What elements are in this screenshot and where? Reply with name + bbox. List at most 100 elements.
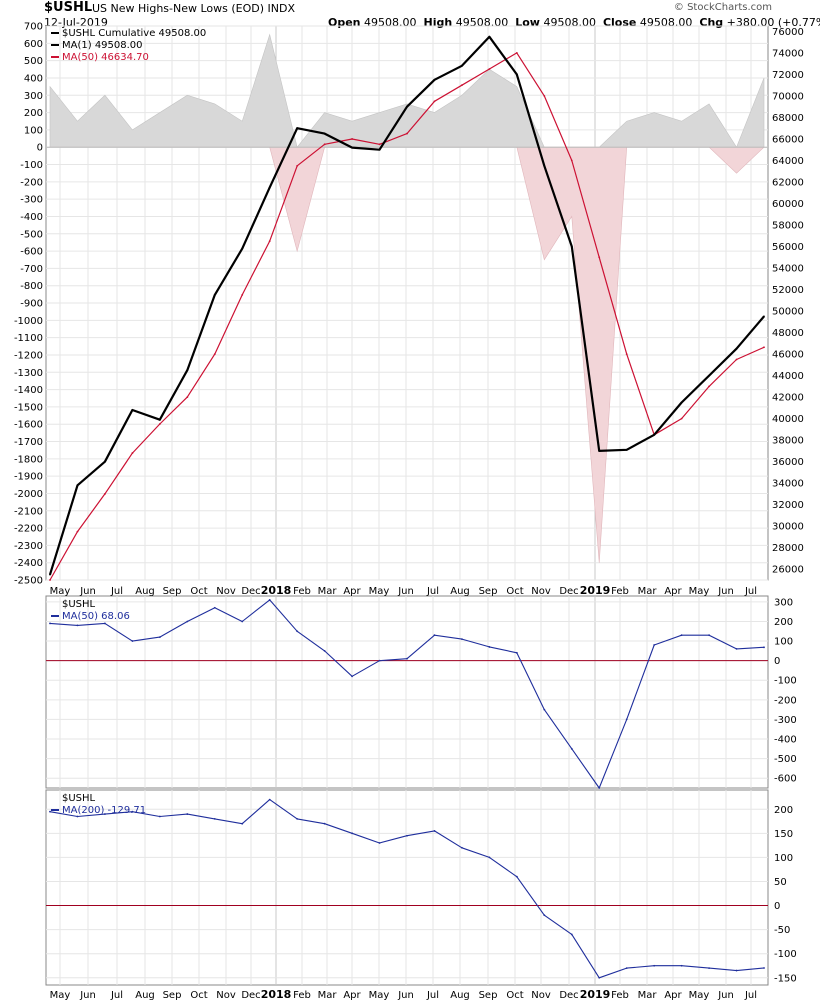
panel2-ma50-line-point — [680, 634, 683, 637]
cumulative-line-point — [570, 245, 573, 248]
cumulative-line-point — [625, 448, 628, 451]
panel3-ma200-line-point — [653, 964, 656, 967]
bottom-month-label: Sep — [163, 990, 182, 1000]
right-axis-tick: 40000 — [772, 414, 804, 425]
right-axis-tick: 38000 — [772, 436, 804, 447]
legend-entry: $USHL Cumulative 49508.00 — [62, 28, 206, 39]
panel3-ma200-line-point — [461, 846, 463, 849]
panel2-ma50-line-point — [296, 630, 299, 633]
right-axis-tick: 32000 — [772, 500, 804, 511]
cumulative-line-point — [213, 294, 216, 296]
panel3-legend-title: $USHL — [62, 793, 96, 804]
ma50-line-point — [104, 493, 106, 495]
left-axis-tick: -1700 — [14, 437, 43, 448]
right-axis-tick: 74000 — [772, 48, 804, 59]
histogram-positive — [49, 33, 765, 148]
ma50-line-point — [131, 452, 134, 454]
panel2-axis-tick: 100 — [774, 637, 793, 648]
right-axis-tick: 48000 — [772, 328, 804, 339]
panel2-ma50-line-point — [104, 622, 106, 625]
cumulative-line-point — [296, 127, 299, 130]
right-axis-tick: 56000 — [772, 242, 804, 253]
panel3-ma200-line-point — [213, 817, 216, 820]
panel3-ma200-line-point — [515, 875, 518, 878]
bottom-month-label: Mar — [318, 990, 338, 1000]
left-axis-tick: -400 — [20, 212, 43, 223]
x-axis-month-label: May — [369, 586, 390, 597]
panel2-ma50-line-point — [433, 634, 436, 637]
bottom-month-label: Aug — [450, 990, 470, 1000]
panel3-ma200-line — [49, 799, 765, 979]
cumulative-line-point — [49, 573, 51, 576]
chart-description: US New Highs-New Lows (EOD) INDX — [92, 2, 296, 15]
x-axis-month-label: Jun — [397, 586, 414, 597]
right-axis-tick: 60000 — [772, 199, 804, 210]
x-axis-month-label: Jun — [79, 586, 96, 597]
left-axis-tick: -2400 — [14, 558, 43, 569]
bottom-month-label: Jul — [426, 990, 439, 1000]
panel2-ma50-line-point — [186, 620, 189, 623]
ma50-line-point — [351, 138, 353, 140]
ma50-line-point — [241, 294, 244, 296]
right-axis-tick: 58000 — [772, 221, 804, 232]
left-axis-tick: -300 — [20, 195, 43, 206]
right-axis-tick: 36000 — [772, 457, 804, 468]
ma50-line-point — [488, 68, 491, 70]
panel3-ma200-line-point — [351, 832, 353, 835]
left-axis-tick: 0 — [37, 143, 43, 154]
panel3-axis-tick: 50 — [774, 877, 787, 888]
panel2-ma50-line-point — [461, 638, 463, 641]
panel3-ma200-line-point — [543, 914, 546, 917]
cumulative-line-point — [680, 401, 683, 404]
panel2-axis-tick: 200 — [774, 617, 793, 628]
right-axis-tick: 44000 — [772, 371, 804, 382]
x-axis-month-label: Nov — [531, 586, 551, 597]
panel2-ma50-line-point — [570, 747, 573, 750]
panel2-ma50-line-point — [213, 606, 216, 609]
panel2-ma50-line-point — [158, 636, 161, 639]
panel3-axis-tick: -100 — [774, 949, 797, 960]
x-axis-month-label: Oct — [190, 586, 207, 597]
bottom-month-label: May — [369, 990, 390, 1000]
bottom-month-label: 2019 — [580, 988, 611, 1000]
right-axis-tick: 54000 — [772, 264, 804, 275]
x-axis-month-label: Apr — [664, 586, 682, 597]
panel-frame-2 — [45, 595, 769, 789]
bottom-month-label: Nov — [216, 990, 236, 1000]
panel2-ma50-line-point — [323, 649, 326, 652]
panel3-ma200-line-point — [158, 815, 161, 818]
panel3-ma200-line-point — [406, 834, 408, 837]
panel2-ma50-line-point — [49, 622, 51, 625]
panel3-ma200-line-point — [186, 813, 189, 815]
chart-symbol: $USHL — [44, 0, 93, 15]
left-axis-tick: 700 — [24, 22, 43, 33]
x-axis-month-label: May — [50, 586, 71, 597]
stockcharts-credit: © StockCharts.com — [673, 2, 772, 13]
panel3-ma200-line-point — [680, 964, 683, 967]
left-axis-tick: -1400 — [14, 385, 43, 396]
x-axis-month-label: Oct — [506, 586, 523, 597]
panel3-ma200-line-point — [131, 810, 134, 813]
panel2-ma50-line-point — [131, 640, 134, 642]
panel2-ma50-line-point — [268, 599, 271, 601]
panel3-ma200-line-point — [488, 856, 491, 859]
panel3-ma200-line-point — [763, 967, 765, 969]
panel2-legend-title: $USHL — [62, 599, 96, 610]
ma50-line-point — [158, 423, 161, 425]
left-axis-tick: -800 — [20, 281, 43, 292]
bottom-month-label: Feb — [293, 990, 311, 1000]
x-axis-month-label: Apr — [343, 586, 361, 597]
left-axis-tick: -2000 — [14, 489, 43, 500]
x-axis-month-label: Jul — [744, 586, 757, 597]
x-axis-month-label: Mar — [638, 586, 658, 597]
cumulative-line-point — [158, 418, 161, 421]
bottom-month-label: Feb — [611, 990, 629, 1000]
cumulative-line-point — [186, 369, 189, 372]
ma50-line-point — [186, 396, 189, 399]
cumulative-line-point — [735, 347, 738, 350]
panel2-axis-tick: -100 — [774, 676, 797, 687]
panel3-ma200-line-point — [735, 969, 738, 972]
cumulative-line-point — [241, 247, 244, 250]
ma50-line-point — [708, 385, 710, 388]
panel3-ma200-line-point — [433, 830, 436, 832]
